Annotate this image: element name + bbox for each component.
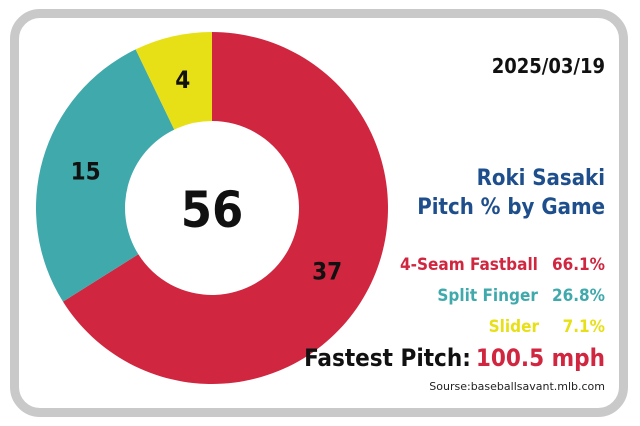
chart-title: Roki Sasaki Pitch % by Game bbox=[417, 164, 605, 222]
slice-value-label: 15 bbox=[71, 158, 101, 186]
chart-date: 2025/03/19 bbox=[491, 54, 605, 78]
fastest-pitch-label: Fastest Pitch: bbox=[304, 344, 471, 372]
legend-percent: 66.1% bbox=[551, 255, 605, 275]
legend: 4-Seam Fastball 66.1% Split Finger 26.8%… bbox=[285, 255, 605, 348]
slice-slider bbox=[135, 32, 212, 130]
legend-item-slider: Slider 7.1% bbox=[285, 317, 605, 348]
legend-label: Slider bbox=[488, 317, 539, 337]
slice-value-label: 37 bbox=[312, 258, 342, 286]
source-note: Sourse:baseballsavant.mlb.com bbox=[429, 380, 605, 393]
chart-card: 37 15 4 56 2025/03/19 Roki Sasaki Pitch % b… bbox=[10, 9, 628, 417]
legend-label: 4-Seam Fastball bbox=[400, 255, 538, 275]
fastest-pitch-value: 100.5 mph bbox=[475, 344, 605, 372]
player-name: Roki Sasaki bbox=[476, 166, 605, 191]
legend-item-fastball: 4-Seam Fastball 66.1% bbox=[285, 255, 605, 286]
slice-split-finger bbox=[35, 49, 175, 302]
donut-chart: 37 15 4 56 bbox=[35, 32, 389, 385]
slice-value-label: 4 bbox=[175, 66, 190, 94]
fastest-pitch: Fastest Pitch: 100.5 mph bbox=[304, 344, 605, 372]
legend-percent: 26.8% bbox=[551, 286, 605, 306]
chart-subtitle: Pitch % by Game bbox=[417, 195, 605, 220]
legend-label: Split Finger bbox=[437, 286, 538, 306]
legend-item-split-finger: Split Finger 26.8% bbox=[285, 286, 605, 317]
legend-percent: 7.1% bbox=[562, 317, 605, 337]
center-total-label: 56 bbox=[181, 181, 244, 239]
slice-fastball bbox=[62, 32, 389, 385]
